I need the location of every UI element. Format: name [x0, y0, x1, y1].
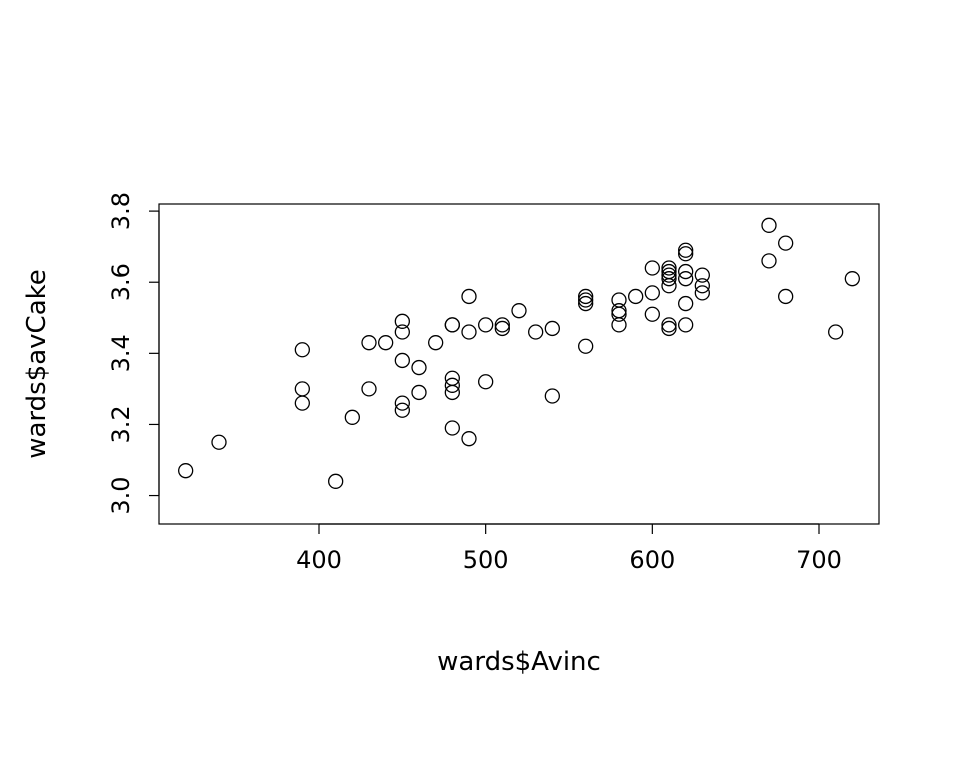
data-point [578, 292, 594, 308]
data-point [294, 395, 310, 411]
data-point [444, 377, 460, 393]
data-point [611, 306, 627, 322]
y-tick-label: 3.6 [107, 263, 135, 301]
data-point [678, 242, 694, 258]
data-point [844, 271, 860, 287]
data-point [461, 324, 477, 340]
x-axis-title: wards$Avinc [437, 647, 601, 677]
data-point [644, 285, 660, 301]
y-tick-label: 3.0 [107, 476, 135, 514]
data-point [694, 278, 710, 294]
data-point [544, 388, 560, 404]
y-axis-title: wards$avCake [22, 269, 52, 459]
data-point [694, 267, 710, 283]
data-point [611, 303, 627, 319]
data-point [294, 381, 310, 397]
data-point [461, 431, 477, 447]
data-point [661, 317, 677, 333]
data-point [411, 384, 427, 401]
data-point [178, 463, 194, 479]
data-point [578, 295, 594, 312]
data-point [611, 317, 627, 333]
data-point [394, 352, 410, 369]
data-point [361, 381, 377, 397]
data-point [344, 409, 360, 425]
data-point [778, 235, 794, 251]
data-point [328, 473, 344, 489]
data-point [578, 338, 594, 354]
data-point [361, 335, 377, 351]
data-point [761, 217, 777, 233]
data-point [394, 324, 410, 340]
data-point [394, 402, 410, 418]
x-tick-label: 500 [463, 546, 509, 574]
data-point [394, 313, 410, 329]
x-tick-label: 400 [296, 546, 342, 574]
x-axis: 400 500 600 700 [296, 523, 842, 574]
data-points [178, 217, 860, 489]
data-point [494, 317, 510, 333]
data-point [411, 359, 427, 376]
data-point [528, 324, 544, 340]
data-point [444, 317, 460, 333]
plot-frame [158, 203, 880, 525]
data-point [661, 260, 677, 276]
data-point [678, 263, 694, 280]
data-point [661, 278, 677, 294]
data-point [761, 253, 777, 269]
data-point [294, 342, 310, 358]
data-point [678, 246, 694, 262]
data-point [211, 434, 227, 450]
data-point [511, 303, 527, 319]
data-point [778, 288, 794, 305]
data-point [461, 288, 477, 305]
data-point [444, 384, 460, 401]
data-point [678, 317, 694, 333]
y-axis: 3.0 3.2 3.4 3.6 3.8 [107, 192, 160, 515]
data-point [644, 306, 660, 322]
y-tick-label: 3.4 [107, 334, 135, 372]
data-point [628, 288, 644, 305]
data-point [428, 335, 444, 351]
data-point [661, 271, 677, 287]
y-tick-label: 3.2 [107, 405, 135, 443]
data-point [678, 295, 694, 312]
data-point [494, 320, 510, 337]
x-tick-label: 600 [629, 546, 675, 574]
data-point [661, 320, 677, 337]
data-point [478, 374, 494, 390]
x-tick-label: 700 [796, 546, 842, 574]
data-point [394, 395, 410, 411]
data-point [544, 320, 560, 337]
y-tick-label: 3.8 [107, 192, 135, 230]
data-point [478, 317, 494, 333]
data-point [644, 260, 660, 276]
data-point [694, 285, 710, 301]
data-point [678, 271, 694, 287]
data-point [661, 267, 677, 283]
data-point [828, 324, 844, 340]
data-point [444, 420, 460, 436]
data-point [378, 335, 394, 351]
data-point [578, 288, 594, 305]
